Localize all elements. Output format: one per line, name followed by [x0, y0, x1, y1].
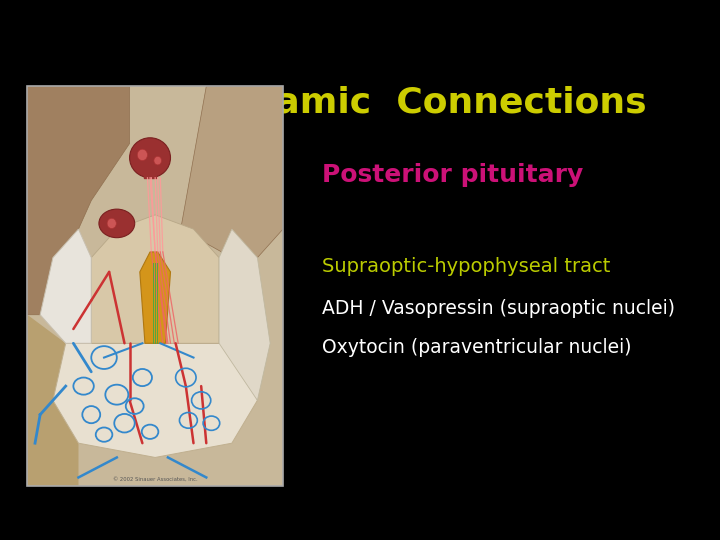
Text: © 2002 Sinauer Associates, Inc.: © 2002 Sinauer Associates, Inc.: [113, 477, 197, 482]
Polygon shape: [53, 343, 258, 457]
Ellipse shape: [130, 138, 171, 178]
Polygon shape: [27, 315, 78, 486]
Circle shape: [154, 157, 161, 165]
Text: Hypothalamic  Connections: Hypothalamic Connections: [91, 85, 647, 119]
Polygon shape: [219, 229, 270, 400]
Polygon shape: [40, 229, 91, 343]
Circle shape: [107, 218, 117, 228]
Polygon shape: [181, 86, 283, 258]
Polygon shape: [140, 252, 171, 343]
Circle shape: [138, 149, 148, 160]
Polygon shape: [91, 215, 219, 343]
Text: ADH / Vasopressin (supraoptic nuclei): ADH / Vasopressin (supraoptic nuclei): [322, 299, 675, 318]
Text: Supraoptic-hypophyseal tract: Supraoptic-hypophyseal tract: [322, 257, 610, 276]
Text: Oxytocin (paraventricular nuclei): Oxytocin (paraventricular nuclei): [322, 338, 631, 357]
Polygon shape: [27, 86, 283, 486]
Ellipse shape: [99, 209, 135, 238]
Text: Posterior pituitary: Posterior pituitary: [322, 163, 582, 187]
Polygon shape: [27, 86, 130, 315]
